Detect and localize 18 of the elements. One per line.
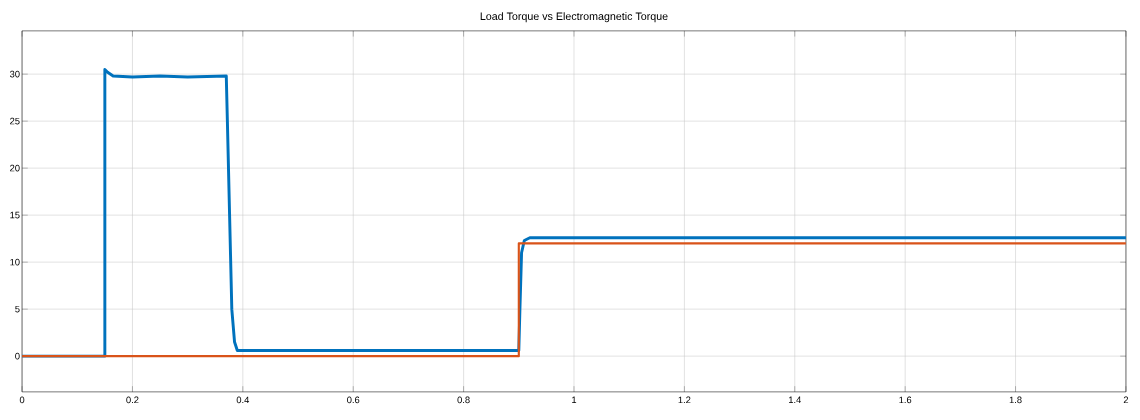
y-tick-label: 20 <box>10 164 20 172</box>
y-tick-label: 5 <box>15 305 20 313</box>
y-tick-label: 10 <box>10 258 20 266</box>
y-tick-label: 25 <box>10 117 20 125</box>
x-tick-label: 2 <box>1123 396 1129 404</box>
y-tick-label: 15 <box>10 211 20 219</box>
x-tick-label: 1.4 <box>788 396 801 404</box>
x-tick-label: 1.6 <box>899 396 912 404</box>
x-tick-label: 0.2 <box>126 396 139 404</box>
x-tick-label: 1.2 <box>678 396 691 404</box>
x-tick-label: 0.8 <box>457 396 470 404</box>
x-tick-label: 1.8 <box>1009 396 1022 404</box>
chart-title: Load Torque vs Electromagnetic Torque <box>480 12 668 23</box>
x-tick-label: 0.4 <box>236 396 250 404</box>
y-tick-label: 30 <box>9 70 20 78</box>
x-tick-label: 0.6 <box>347 396 360 404</box>
y-tick-label: 0 <box>15 352 20 360</box>
x-tick-label: 1 <box>572 396 577 404</box>
